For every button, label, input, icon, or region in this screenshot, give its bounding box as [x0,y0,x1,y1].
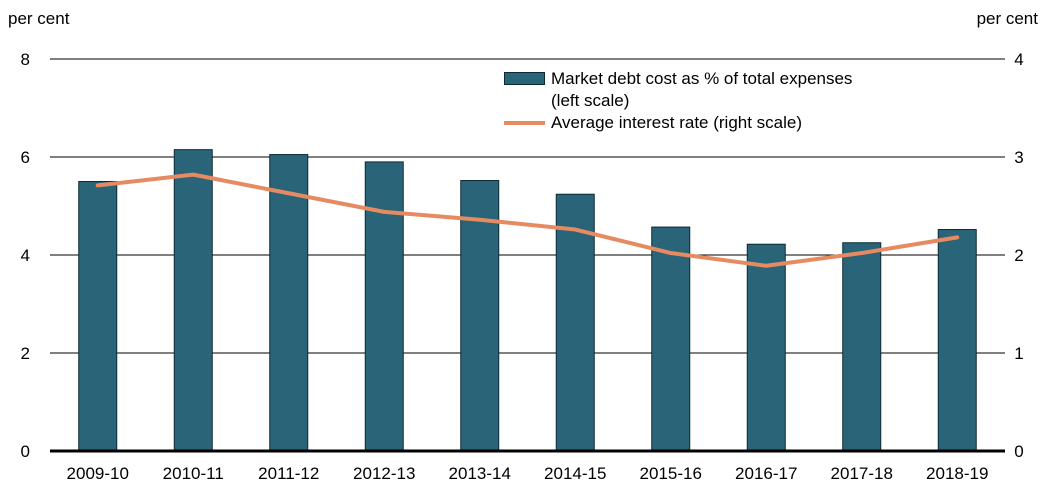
x-tick-label-2011-12: 2011-12 [258,464,319,483]
bar-2018-19 [937,229,977,452]
x-tick-label-2013-14: 2013-14 [449,464,511,483]
right-tick-label-3: 3 [1014,148,1023,167]
left-axis-title: per cent [8,9,70,28]
right-tick-label-2: 2 [1014,246,1023,265]
bar-2011-12 [269,154,309,452]
left-tick-label-1: 2 [21,344,30,363]
x-tick-label-2014-15: 2014-15 [544,464,606,483]
x-tick-label-2016-17: 2016-17 [735,464,797,483]
legend-bar-label: Market debt cost as % of total expenses … [551,68,852,112]
legend-item-line: Average interest rate (right scale) [500,112,940,134]
left-tick-label-3: 6 [21,148,30,167]
left-tick-label-0: 0 [21,442,30,461]
legend-bar-swatch [504,72,545,85]
x-tick-label-2017-18: 2017-18 [831,464,893,483]
interest-rate-line [95,172,960,268]
right-tick-label-4: 4 [1014,50,1023,69]
legend-line-swatch [504,121,545,125]
bar-2016-17 [746,243,786,452]
x-tick-label-2012-13: 2012-13 [353,464,415,483]
x-tick-label-2018-19: 2018-19 [926,464,988,483]
bar-2015-16 [651,226,691,452]
right-tick-label-0: 0 [1014,442,1023,461]
legend: Market debt cost as % of total expenses … [500,68,940,134]
legend-item-bars: Market debt cost as % of total expenses … [500,68,940,112]
bar-2017-18 [842,242,882,452]
x-tick-label-2015-16: 2015-16 [640,464,702,483]
bar-2012-13 [364,161,404,452]
bar-2010-11 [173,149,213,452]
legend-line-label: Average interest rate (right scale) [551,113,803,132]
x-tick-label-2009-10: 2009-10 [67,464,129,483]
right-tick-label-1: 1 [1014,344,1023,363]
x-tick-label-2010-11: 2010-11 [163,464,224,483]
legend-bar-label-line2: (left scale) [551,91,630,110]
left-tick-label-2: 4 [21,246,30,265]
legend-bar-label-line1: Market debt cost as % of total expenses [551,69,853,88]
right-axis-title: per cent [976,9,1038,28]
left-tick-label-4: 8 [21,50,30,69]
bar-2013-14 [460,180,500,452]
bar-2009-10 [78,181,118,452]
